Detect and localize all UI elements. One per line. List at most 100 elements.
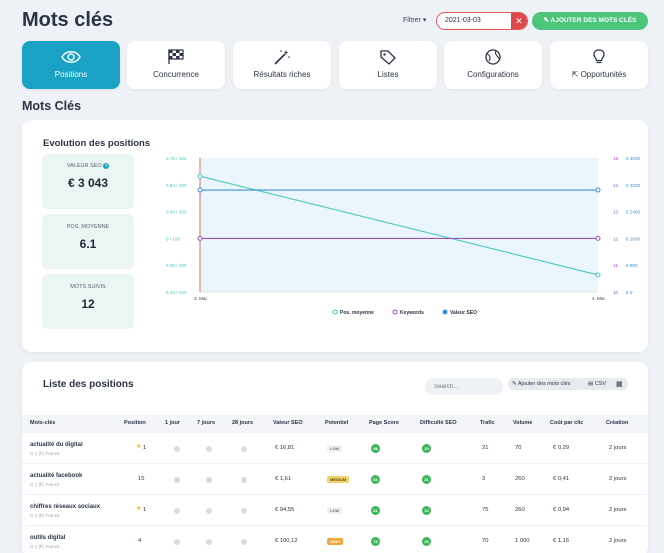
table-row[interactable]: outils digital G ▯ (fr) France 4 € 100,12 HI… — [22, 525, 648, 553]
traffic-value: 21 — [482, 445, 489, 451]
tab-label: Concurrence — [153, 70, 199, 79]
page-title: Mots clés — [22, 9, 114, 31]
legend-label: Pos. moyenne — [340, 310, 374, 316]
legend-marker — [332, 309, 338, 315]
keyword-locale: G ▯ (fr) France — [30, 482, 60, 487]
volume-value: 70 — [515, 445, 522, 451]
section-title: Mots Clés — [22, 99, 82, 113]
list-title: Liste des positions — [43, 379, 134, 390]
tab-listes[interactable]: Listes — [339, 41, 437, 89]
column-header[interactable]: 28 jours — [232, 420, 254, 426]
plot-area — [200, 158, 598, 292]
table-row[interactable]: chiffres réseaux sociaux G ▯ (fr) France ★… — [22, 494, 648, 526]
series-point — [595, 235, 601, 241]
columns-icon[interactable]: ▦ — [616, 381, 623, 388]
keyword-locale: G ▯ (fr) France — [30, 544, 60, 549]
keyword-name[interactable]: chiffres réseaux sociaux — [30, 504, 101, 510]
chart-title: Evolution des positions — [43, 138, 151, 149]
globe-icon — [485, 49, 501, 65]
tag-icon — [380, 50, 396, 65]
series-point — [197, 187, 203, 193]
column-header[interactable]: 7 jours — [197, 420, 216, 426]
date-value: 2021-03-03 — [445, 17, 481, 24]
lightbulb-icon — [593, 49, 605, 64]
search-input[interactable] — [425, 378, 503, 395]
tab-resultats-riches[interactable]: Résultats riches — [233, 41, 331, 89]
column-header[interactable]: Trafic — [480, 420, 495, 426]
column-header[interactable]: Potentiel — [325, 420, 349, 426]
keyword-locale: G ▯ (fr) France — [30, 451, 60, 456]
kpi-tracked-keywords: MOTS SUIVIS 12 — [42, 274, 134, 329]
pencil-icon: ✎ — [543, 17, 551, 24]
add-keywords-label: AJOUTER DES MOTS CLÉS — [550, 17, 637, 24]
y-left-tick-label: 5.78 / 100 — [166, 156, 187, 161]
series-point — [595, 187, 601, 193]
position-value: 4 — [138, 538, 142, 544]
position-value: 15 — [138, 476, 145, 482]
volume-value: 260 — [515, 507, 525, 513]
file-icon: ▤ — [588, 381, 594, 387]
column-header[interactable]: Page Score — [369, 420, 399, 426]
clear-date-button[interactable]: ✕ — [511, 13, 527, 29]
kpi-value: 12 — [81, 297, 95, 311]
tab-label: Configurations — [467, 70, 519, 79]
traffic-value: 75 — [482, 507, 489, 513]
tabs-bar: Positions Concurrence Résultats riches L… — [22, 41, 648, 89]
keyword-name[interactable]: outils digital — [30, 535, 66, 541]
created-value: 2 jours — [609, 538, 627, 544]
series-point — [197, 173, 203, 179]
positions-chart: 5.78 / 100 15 € 4000 5.84 / 100 14 € 3200 5.93… — [166, 156, 640, 316]
position-value: 1 — [143, 445, 147, 451]
add-keywords-link[interactable]: ✎ Ajouter des mots clés — [512, 381, 571, 387]
potential-badge: LOW — [327, 445, 343, 452]
keyword-locale: G ▯ (fr) France — [30, 513, 60, 518]
trend-dot — [206, 446, 212, 452]
seo-value: € 94,55 — [275, 507, 295, 513]
tab-positions[interactable]: Positions — [22, 41, 120, 89]
kpi-label: MOTS SUIVIS — [70, 284, 106, 290]
trend-dot — [241, 477, 247, 483]
column-header[interactable]: Mots-clés — [30, 420, 56, 426]
column-header[interactable]: Volume — [513, 420, 533, 426]
trend-dot — [241, 446, 247, 452]
column-header[interactable]: Position — [124, 420, 146, 426]
trend-dot — [206, 477, 212, 483]
y-left-tick-label: 6.08 / 100 — [166, 263, 187, 268]
date-field[interactable]: 2021-03-03 ✕ — [436, 12, 528, 30]
table-row[interactable]: actualité du digital G ▯ (fr) France ★ 1 € 1… — [22, 432, 648, 464]
positions-list-card: Liste des positions ✎ Ajouter des mots c… — [22, 362, 648, 553]
y-right-keywords-tick: 13 — [613, 210, 619, 215]
legend-label: Valeur SEO — [450, 310, 477, 316]
trend-dot — [174, 446, 180, 452]
table-header: Mots-clés Position 1 jour 7 jours 28 jours Va… — [22, 415, 648, 432]
page-score-badge: 98 — [371, 444, 380, 453]
table-row[interactable]: actualité facebook G ▯ (fr) France 15 € 1,6… — [22, 463, 648, 495]
tab-configurations[interactable]: Configurations — [444, 41, 542, 89]
volume-value: 260 — [515, 476, 525, 482]
column-header[interactable]: Valeur SEO — [273, 420, 303, 426]
cpc-value: € 1,16 — [553, 538, 570, 544]
keyword-name[interactable]: actualité facebook — [30, 473, 83, 479]
keyword-name[interactable]: actualité du digital — [30, 442, 83, 448]
filter-dropdown[interactable]: Filtrer ▾ — [403, 16, 426, 25]
column-header[interactable]: Difficulté SEO — [420, 420, 457, 426]
help-icon[interactable]: ? — [103, 163, 110, 169]
csv-button[interactable]: ▤ CSV — [588, 381, 607, 387]
column-header[interactable]: Coût par clic — [550, 420, 584, 426]
pencil-icon: ✎ — [512, 381, 517, 387]
tab-opportunites[interactable]: ⇱ Opportunités — [550, 41, 648, 89]
created-value: 2 jours — [609, 507, 627, 513]
column-header[interactable]: 1 jour — [165, 420, 180, 426]
trend-dot — [206, 539, 212, 545]
difficulty-badge: 16 — [422, 506, 431, 515]
potential-badge: HIGH — [327, 538, 343, 545]
add-keywords-button[interactable]: ✎ AJOUTER DES MOTS CLÉS — [532, 12, 648, 30]
kpi-seo-value: VALEUR SEO ? € 3 043 — [42, 154, 134, 209]
tab-concurrence[interactable]: Concurrence — [127, 41, 225, 89]
page-score-badge: 78 — [371, 537, 380, 546]
external-link-icon: ⇱ — [571, 70, 581, 79]
tab-label: ⇱ Opportunités — [550, 70, 648, 79]
column-header[interactable]: Création — [606, 420, 629, 426]
kpi-label: VALEUR SEO ? — [66, 163, 110, 169]
created-value: 2 jours — [609, 476, 627, 482]
